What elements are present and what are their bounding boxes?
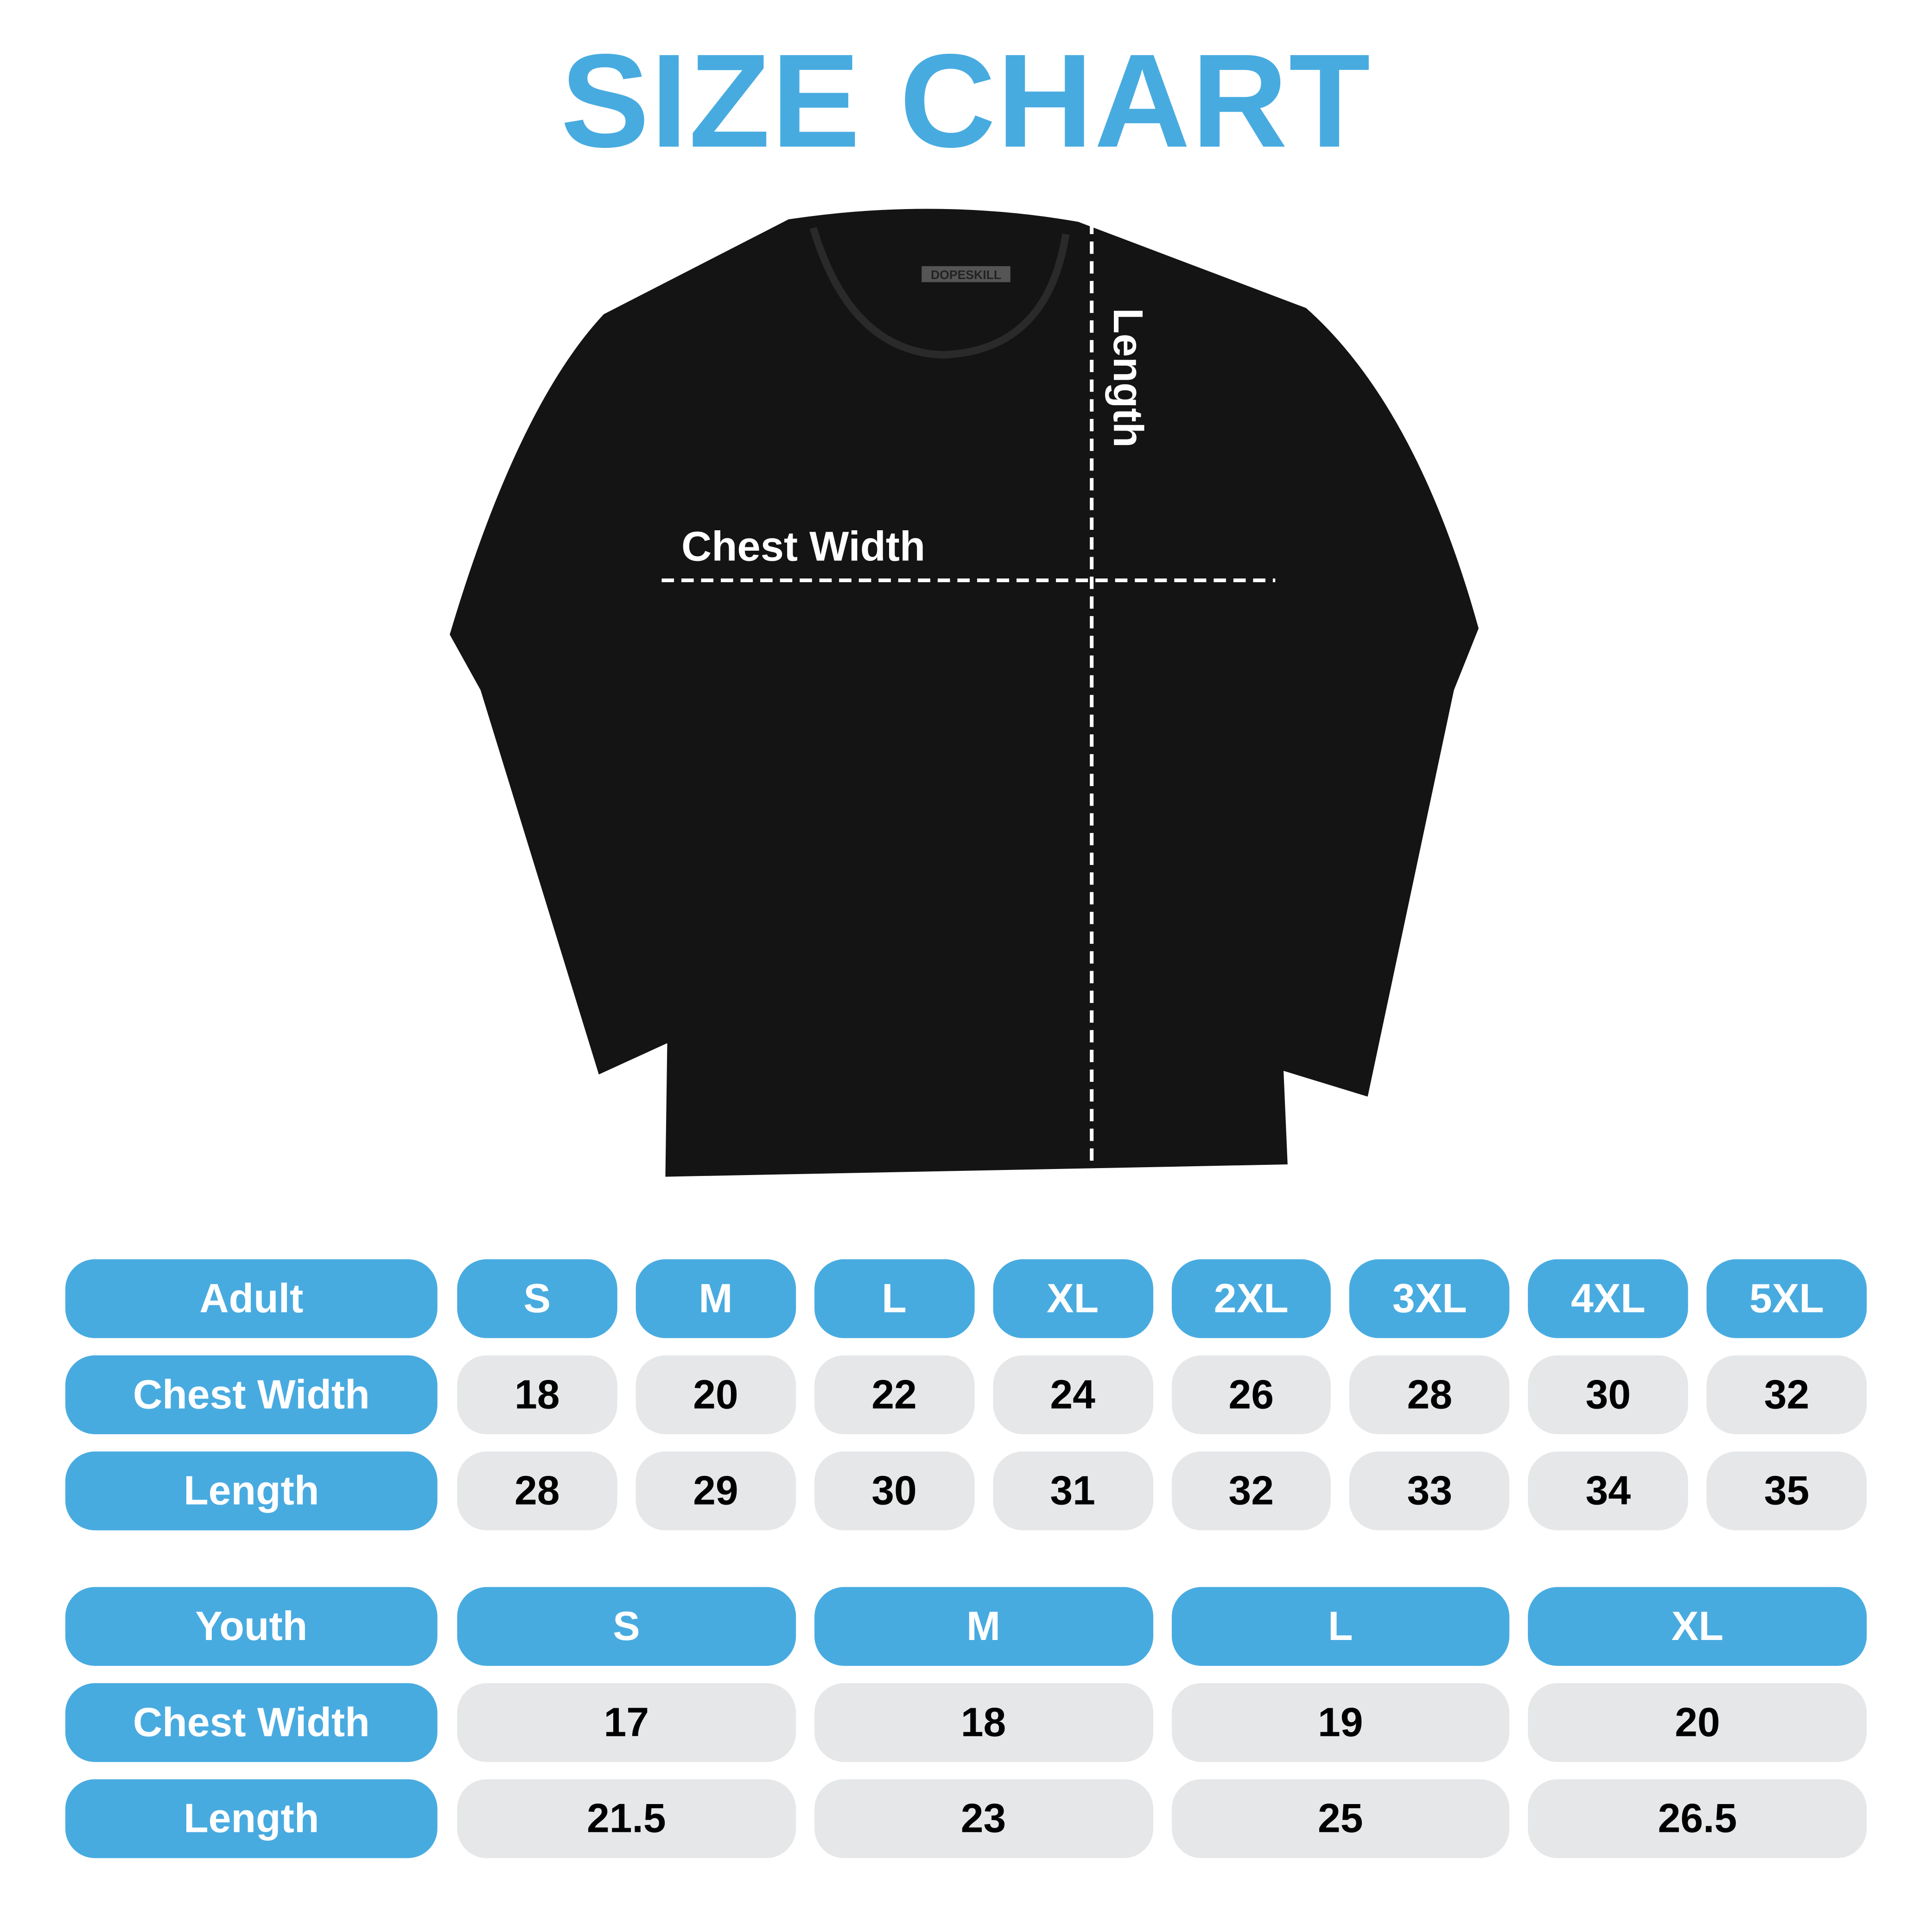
adult-size-s: S xyxy=(457,1259,617,1338)
youth-value-cell: 17 xyxy=(457,1683,796,1762)
adult-value-cell: 35 xyxy=(1706,1451,1867,1531)
youth-value-cell: 21.5 xyxy=(457,1779,796,1858)
adult-size-4xl: 4XL xyxy=(1528,1259,1689,1338)
adult-size-m: M xyxy=(636,1259,796,1338)
adult-size-2xl: 2XL xyxy=(1171,1259,1331,1338)
youth-value-cell: 26.5 xyxy=(1528,1779,1867,1858)
adult-value-cell: 30 xyxy=(1528,1355,1689,1435)
adult-size-3xl: 3XL xyxy=(1349,1259,1510,1338)
page-title: SIZE CHART xyxy=(560,25,1372,175)
adult-size-l: L xyxy=(814,1259,974,1338)
shirt-collar xyxy=(809,227,1070,359)
youth-size-xl: XL xyxy=(1528,1587,1867,1666)
youth-value-cell: 19 xyxy=(1171,1683,1510,1762)
adult-value-cell: 24 xyxy=(992,1355,1153,1435)
adult-value-cell: 32 xyxy=(1171,1451,1331,1531)
length-label: Length xyxy=(1105,308,1151,448)
youth-value-cell: 18 xyxy=(814,1683,1153,1762)
adult-size-xl: XL xyxy=(992,1259,1153,1338)
adult-value-cell: 28 xyxy=(457,1451,617,1531)
adult-value-cell: 22 xyxy=(814,1355,974,1435)
adult-value-cell: 18 xyxy=(457,1355,617,1435)
youth-value-cell: 23 xyxy=(814,1779,1153,1858)
brand-tag-text: DOPESKILL xyxy=(931,268,1001,282)
adult-row-label: Chest Width xyxy=(65,1355,438,1435)
adult-row-label: Length xyxy=(65,1451,438,1531)
youth-header-label: Youth xyxy=(65,1587,438,1666)
adult-header-label: Adult xyxy=(65,1259,438,1338)
youth-size-m: M xyxy=(814,1587,1153,1666)
youth-value-cell: 20 xyxy=(1528,1683,1867,1762)
adult-value-cell: 31 xyxy=(992,1451,1153,1531)
brand-tag xyxy=(922,266,1010,282)
adult-value-cell: 29 xyxy=(636,1451,796,1531)
adult-value-cell: 26 xyxy=(1171,1355,1331,1435)
adult-value-cell: 20 xyxy=(636,1355,796,1435)
adult-value-cell: 30 xyxy=(814,1451,974,1531)
shirt-illustration: DOPESKILL Chest Width Length xyxy=(450,209,1479,1177)
youth-size-s: S xyxy=(457,1587,796,1666)
youth-size-l: L xyxy=(1171,1587,1510,1666)
shirt-body xyxy=(450,209,1479,1177)
adult-value-cell: 33 xyxy=(1349,1451,1510,1531)
youth-row-label: Length xyxy=(65,1779,438,1858)
adult-value-cell: 28 xyxy=(1349,1355,1510,1435)
adult-value-cell: 32 xyxy=(1706,1355,1867,1435)
youth-value-cell: 25 xyxy=(1171,1779,1510,1858)
youth-row-label: Chest Width xyxy=(65,1683,438,1762)
chest-width-label: Chest Width xyxy=(681,523,925,570)
adult-size-5xl: 5XL xyxy=(1706,1259,1867,1338)
adult-value-cell: 34 xyxy=(1528,1451,1689,1531)
